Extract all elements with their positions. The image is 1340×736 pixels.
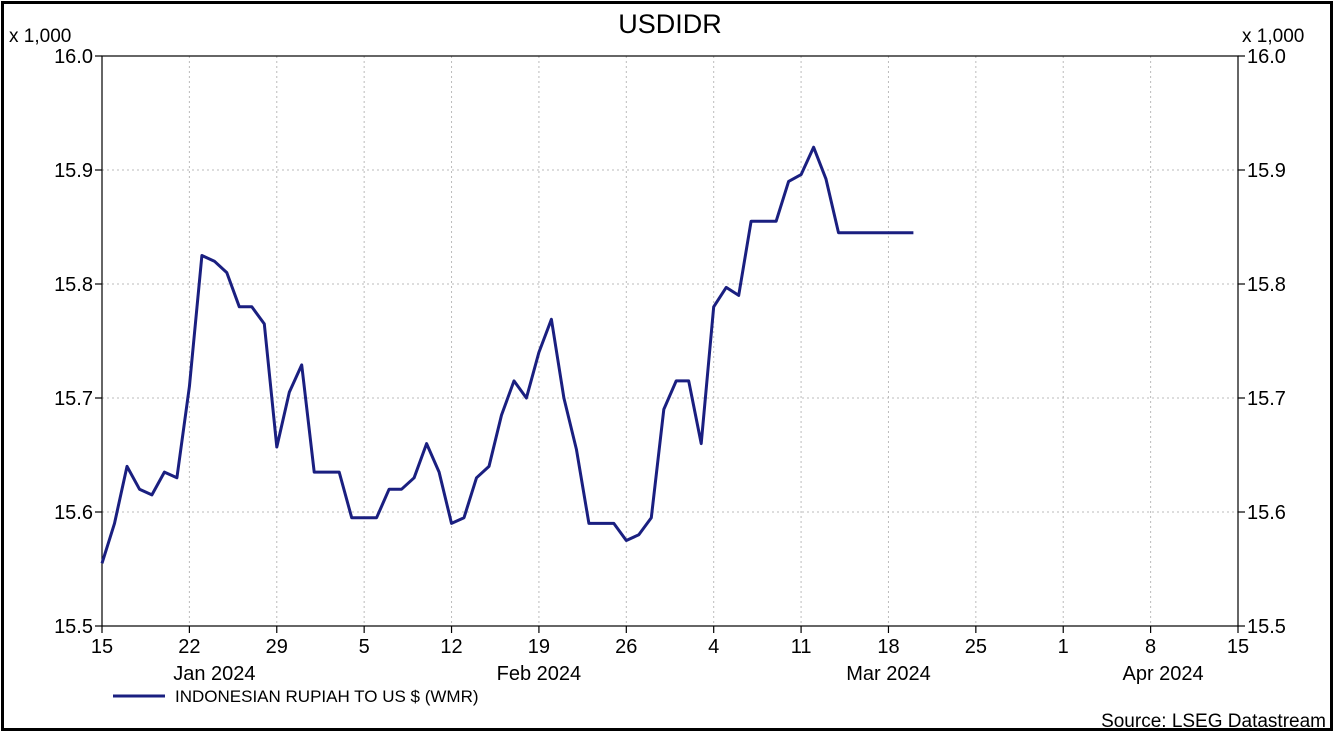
y-tick-label-left: 15.9 bbox=[54, 160, 93, 182]
y-tick-label-right: 15.7 bbox=[1247, 388, 1286, 410]
month-label: Apr 2024 bbox=[1123, 663, 1204, 685]
series-line-usdidr bbox=[100, 145, 914, 564]
y-tick-label-left: 15.5 bbox=[54, 616, 93, 638]
x-tick-label: 29 bbox=[266, 636, 288, 658]
series-layer bbox=[100, 145, 914, 564]
x-tick-label: 1 bbox=[1058, 636, 1069, 658]
x-tick-label: 15 bbox=[1227, 636, 1249, 658]
x-tick-label: 8 bbox=[1145, 636, 1156, 658]
x-tick-label: 15 bbox=[91, 636, 113, 658]
x-tick-label: 18 bbox=[877, 636, 899, 658]
left-multiplier-label: x 1,000 bbox=[9, 26, 71, 47]
x-tick-label: 19 bbox=[528, 636, 550, 658]
month-label: Mar 2024 bbox=[846, 663, 931, 685]
y-tick-label-left: 15.8 bbox=[54, 274, 93, 296]
month-label: Jan 2024 bbox=[173, 663, 255, 685]
source-note: Source: LSEG Datastream bbox=[1101, 711, 1326, 732]
x-tick-label: 25 bbox=[965, 636, 987, 658]
x-tick-label: 11 bbox=[791, 636, 812, 658]
y-tick-label-right: 15.8 bbox=[1247, 274, 1286, 296]
gridlines bbox=[102, 56, 1238, 626]
x-tick-label: 26 bbox=[615, 636, 637, 658]
y-tick-label-left: 15.6 bbox=[54, 502, 93, 524]
y-tick-label-right: 16.0 bbox=[1247, 46, 1286, 68]
y-tick-label-right: 15.5 bbox=[1247, 616, 1286, 638]
plot-area-border bbox=[101, 55, 1239, 627]
y-tick-label-left: 16.0 bbox=[54, 46, 93, 68]
month-label: Feb 2024 bbox=[497, 663, 582, 685]
y-tick-label-right: 15.9 bbox=[1247, 160, 1286, 182]
y-tick-label-right: 15.6 bbox=[1247, 502, 1286, 524]
x-tick-label: 5 bbox=[359, 636, 370, 658]
x-tick-label: 12 bbox=[440, 636, 462, 658]
chart-title: USDIDR bbox=[618, 9, 722, 39]
x-tick-label: 4 bbox=[708, 636, 719, 658]
right-multiplier-label: x 1,000 bbox=[1242, 26, 1304, 47]
legend-label: INDONESIAN RUPIAH TO US $ (WMR) bbox=[175, 687, 479, 706]
y-tick-label-left: 15.7 bbox=[54, 388, 93, 410]
x-tick-label: 22 bbox=[178, 636, 200, 658]
y-axis: 15.5 15.5 15.6 15.6 15.7 15.7 15.8 15.8 15.9 15.9… bbox=[54, 46, 1286, 638]
